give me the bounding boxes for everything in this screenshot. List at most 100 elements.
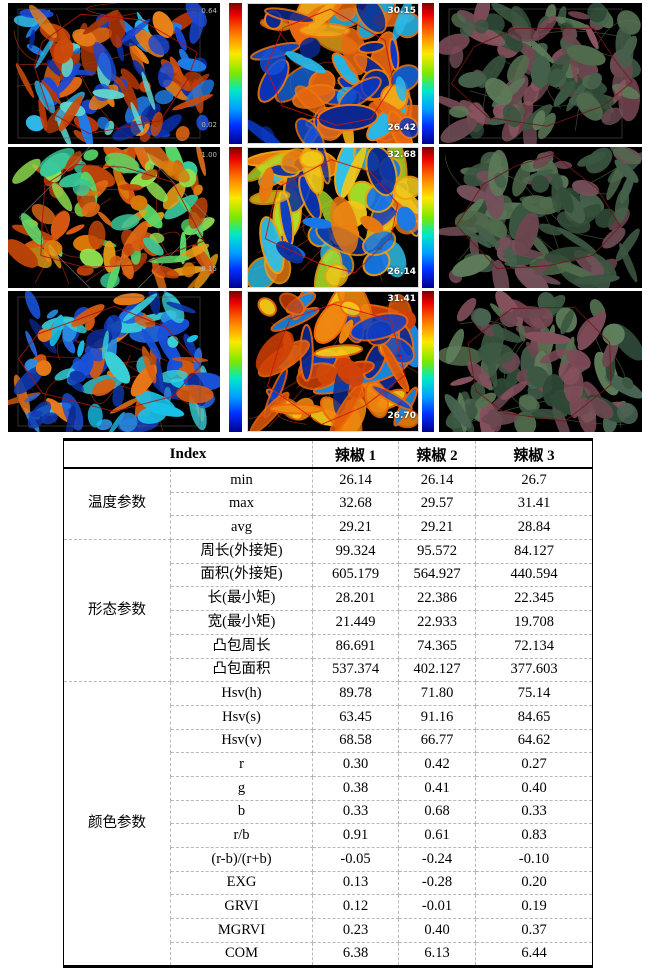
param-cell: 面积(外接矩)	[170, 562, 313, 588]
value-cell: 29.21	[312, 515, 399, 541]
value-cell: -0.24	[398, 847, 476, 872]
value-cell: 0.37	[475, 918, 593, 943]
value-cell: 0.83	[475, 823, 593, 848]
table-row: (r-b)/(r+b) -0.05 -0.24 -0.10	[64, 847, 593, 872]
rgb-render-1	[439, 3, 642, 144]
param-cell: Hsv(h)	[170, 681, 313, 706]
colorbar-min-label: 0.02	[201, 121, 217, 129]
thermal-render-2	[247, 147, 419, 288]
table-row: 凸包周长 86.691 74.365 72.134	[64, 633, 593, 659]
value-cell: 0.91	[312, 823, 399, 848]
temp-min-label: 26.70	[387, 411, 416, 421]
table-row: EXG 0.13 -0.28 0.20	[64, 870, 593, 896]
value-cell: 377.603	[475, 657, 593, 683]
rgb-render-2	[439, 147, 642, 288]
group-cell: 温度参数	[63, 467, 171, 541]
table-row: r/b 0.91 0.61 0.83	[64, 823, 593, 848]
value-cell: 22.386	[398, 586, 476, 612]
header-pepper-2: 辣椒 2	[398, 439, 476, 469]
thermal-image-3: 31.41 26.70	[247, 291, 419, 432]
value-cell: 0.40	[398, 918, 476, 943]
value-cell: 0.27	[475, 752, 593, 777]
param-cell: Hsv(s)	[170, 704, 313, 730]
value-cell: 0.30	[312, 752, 399, 777]
figure-row-1: 0.64 0.02 30.15 26.42	[0, 3, 646, 144]
table-header-row: Index 辣椒 1 辣椒 2 辣椒 3	[63, 439, 593, 469]
param-cell: 周长(外接矩)	[170, 539, 313, 564]
value-cell: 26.7	[475, 467, 593, 493]
table-row: max 32.68 29.57 31.41	[64, 491, 593, 517]
rgb-render-3	[439, 291, 642, 432]
value-cell: 26.14	[398, 467, 476, 493]
value-cell: 86.691	[312, 633, 399, 659]
value-cell: 564.927	[398, 562, 476, 588]
param-cell: EXG	[170, 870, 313, 896]
value-cell: 84.127	[475, 539, 593, 564]
table-row: 温度参数 min 26.14 26.14 26.7	[63, 467, 593, 541]
param-cell: 凸包面积	[170, 657, 313, 683]
colorbar	[422, 3, 434, 144]
rgb-image-1	[439, 3, 642, 144]
value-cell: 605.179	[312, 562, 399, 588]
value-cell: 0.33	[312, 799, 399, 825]
value-cell: 32.68	[312, 491, 399, 517]
value-cell: 0.20	[475, 870, 593, 896]
parameters-table: Index 辣椒 1 辣椒 2 辣椒 3 温度参数 min 26.14 26.14 26.7 ma…	[63, 438, 593, 968]
value-cell: 0.12	[312, 894, 399, 920]
value-cell: 66.77	[398, 728, 476, 754]
param-cell: 宽(最小矩)	[170, 610, 313, 635]
param-cell: (r-b)/(r+b)	[170, 847, 313, 872]
value-cell: 84.65	[475, 704, 593, 730]
value-cell: 29.57	[398, 491, 476, 517]
value-cell: 0.33	[475, 799, 593, 825]
value-cell: -0.28	[398, 870, 476, 896]
value-cell: 22.933	[398, 610, 476, 635]
value-cell: -0.05	[312, 847, 399, 872]
table-row: 凸包面积 537.374 402.127 377.603	[64, 657, 593, 683]
value-cell: 72.134	[475, 633, 593, 659]
vegetation-index-image-3	[8, 291, 220, 432]
temp-max-label: 30.15	[387, 6, 416, 16]
value-cell: 63.45	[312, 704, 399, 730]
param-cell: b	[170, 799, 313, 825]
figure-panel-grid: 0.64 0.02 30.15 26.42 1.00 -0.15	[0, 0, 646, 432]
table-row: r 0.30 0.42 0.27	[64, 752, 593, 777]
param-cell: MGRVI	[170, 918, 313, 943]
value-cell: 0.19	[475, 894, 593, 920]
value-cell: 99.324	[312, 539, 399, 564]
rgb-image-2	[439, 147, 642, 288]
value-cell: 0.68	[398, 799, 476, 825]
param-cell: r	[170, 752, 313, 777]
vegetation-index-render-2	[8, 147, 220, 288]
value-cell: 31.41	[475, 491, 593, 517]
value-cell: 0.13	[312, 870, 399, 896]
colorbar	[422, 291, 434, 432]
value-cell: 0.42	[398, 752, 476, 777]
value-cell: 0.23	[312, 918, 399, 943]
value-cell: 402.127	[398, 657, 476, 683]
header-index: Index	[63, 439, 313, 469]
value-cell: 29.21	[398, 515, 476, 541]
group-cell: 颜色参数	[63, 681, 171, 968]
value-cell: 0.61	[398, 823, 476, 848]
colorbar	[229, 147, 242, 288]
param-cell: r/b	[170, 823, 313, 848]
value-cell: -0.01	[398, 894, 476, 920]
value-cell: 89.78	[312, 681, 399, 706]
rgb-image-3	[439, 291, 642, 432]
param-cell: Hsv(v)	[170, 728, 313, 754]
table-row: Hsv(v) 68.58 66.77 64.62	[64, 728, 593, 754]
value-cell: 28.84	[475, 515, 593, 541]
value-cell: 440.594	[475, 562, 593, 588]
figure-row-2: 1.00 -0.15 32.68 26.14	[0, 147, 646, 288]
value-cell: 22.345	[475, 586, 593, 612]
value-cell: 19.708	[475, 610, 593, 635]
table-row: 面积(外接矩) 605.179 564.927 440.594	[64, 562, 593, 588]
value-cell: 74.365	[398, 633, 476, 659]
thermal-render-3	[247, 291, 419, 432]
temp-max-label: 32.68	[387, 150, 416, 160]
colorbar-max-label: 0.64	[201, 7, 217, 15]
param-cell: 凸包周长	[170, 633, 313, 659]
vegetation-index-image-1: 0.64 0.02	[8, 3, 220, 144]
value-cell: 0.38	[312, 775, 399, 801]
